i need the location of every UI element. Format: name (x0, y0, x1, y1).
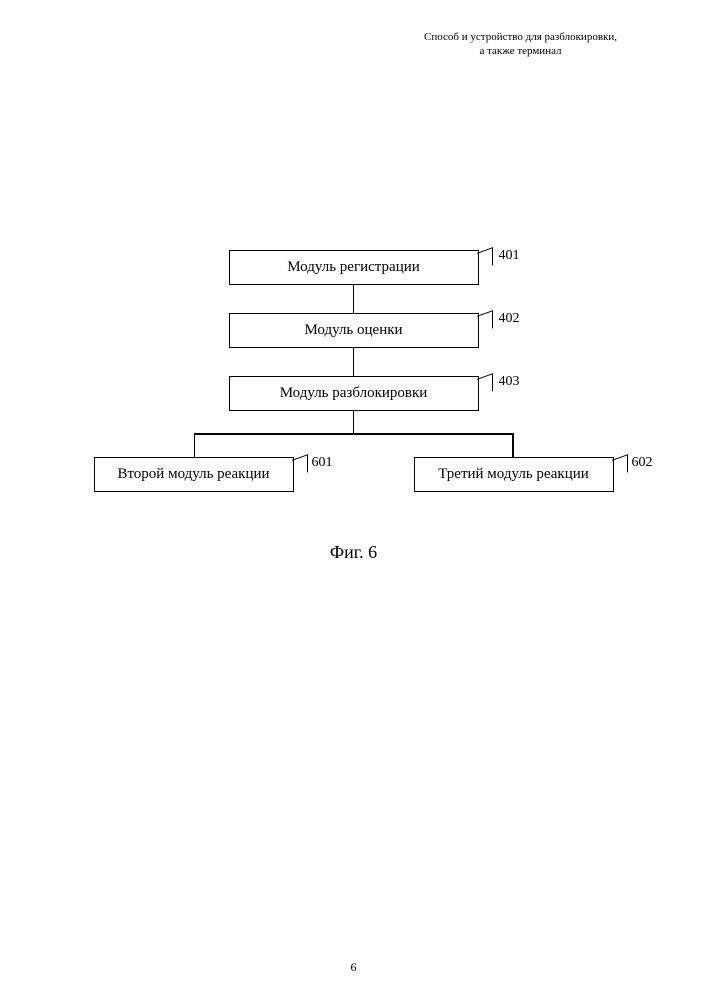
header-line-2: а также терминал (424, 44, 617, 58)
block-unlock-label: Модуль разблокировки (280, 385, 428, 401)
block-second-reaction: Второй модуль реакции (94, 457, 294, 492)
block-second-reaction-label: Второй модуль реакции (117, 466, 269, 482)
block-third-reaction: Третий модуль реакции (414, 457, 614, 492)
ref-mark-602 (612, 454, 628, 478)
block-registration: Модуль регистрации (229, 250, 479, 285)
ref-label-401: 401 (499, 248, 520, 264)
ref-label-402: 402 (499, 311, 520, 327)
connector-v-1 (353, 285, 355, 313)
block-third-reaction-label: Третий модуль реакции (438, 466, 589, 482)
flowchart-diagram: Модуль регистрации 401 Модуль оценки 402… (94, 250, 614, 563)
page-number: 6 (351, 960, 357, 975)
figure-caption: Фиг. 6 (94, 542, 614, 563)
ref-mark-403 (477, 373, 493, 397)
ref-mark-402 (477, 310, 493, 334)
connector-v-right (512, 433, 514, 455)
ref-mark-601 (292, 454, 308, 478)
ref-label-403: 403 (499, 374, 520, 390)
ref-label-601: 601 (312, 455, 333, 471)
page-header: Способ и устройство для разблокировки, а… (424, 30, 617, 59)
horizontal-bar (194, 433, 514, 435)
block-unlock: Модуль разблокировки (229, 376, 479, 411)
block-evaluation-label: Модуль оценки (304, 322, 402, 338)
connector-v-left (194, 433, 196, 455)
split-connector (94, 433, 614, 457)
header-line-1: Способ и устройство для разблокировки, (424, 30, 617, 44)
connector-v-3 (353, 411, 355, 433)
ref-label-602: 602 (632, 455, 653, 471)
connector-v-2 (353, 348, 355, 376)
block-evaluation: Модуль оценки (229, 313, 479, 348)
block-registration-label: Модуль регистрации (287, 259, 420, 275)
ref-mark-401 (477, 247, 493, 271)
